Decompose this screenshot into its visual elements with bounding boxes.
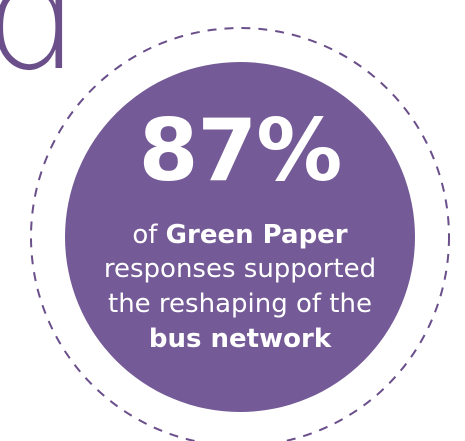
- stat-line-1: of Green Paper: [65, 222, 415, 248]
- stat-line-4-bold: bus network: [148, 324, 332, 354]
- stat-line-2: responses supported: [103, 254, 377, 284]
- stat-circle: [65, 62, 415, 412]
- stat-line-3: the reshaping of the: [108, 289, 372, 319]
- stat-percentage: 87%: [138, 101, 343, 201]
- dashed-ring-outline: [30, 27, 450, 441]
- stat-line-1-prefix: of: [132, 220, 166, 250]
- stat-line-1-bold: Green Paper: [165, 220, 348, 250]
- cropped-heading-letter: d: [0, 0, 79, 104]
- stat-block: 87% of Green Paper responses supported t…: [65, 62, 415, 412]
